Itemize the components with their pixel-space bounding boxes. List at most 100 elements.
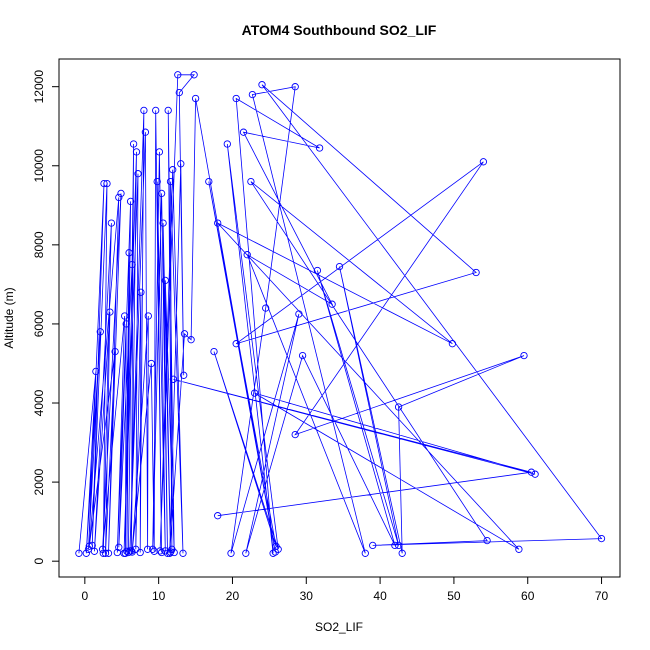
data-point <box>369 541 377 550</box>
data-point <box>75 549 83 557</box>
data-point <box>117 189 125 198</box>
y-tick-label: 10000 <box>32 149 46 183</box>
data-point <box>136 548 144 557</box>
data-point <box>291 83 299 91</box>
y-tick-label: 0 <box>32 558 46 565</box>
data-point <box>152 106 160 115</box>
y-tick-label: 12000 <box>32 70 46 104</box>
data-point <box>248 90 257 99</box>
plot-area <box>75 71 606 557</box>
data-point <box>291 430 299 439</box>
y-tick-label: 4000 <box>32 389 46 416</box>
data-point <box>483 536 491 545</box>
data-point <box>96 328 104 336</box>
x-axis-label: SO2_LIF <box>315 620 363 634</box>
data-point <box>150 547 158 555</box>
data-point <box>126 197 135 206</box>
data-point <box>295 310 303 318</box>
x-tick-label: 0 <box>81 589 88 603</box>
data-point <box>90 547 99 555</box>
data-point <box>361 549 369 557</box>
data-point <box>82 549 90 557</box>
data-point <box>132 148 141 156</box>
data-point <box>149 545 157 553</box>
data-point <box>187 336 195 344</box>
data-point <box>269 549 277 557</box>
data-point <box>242 549 250 557</box>
plot-frame <box>58 58 621 578</box>
data-point <box>137 288 145 296</box>
data-point <box>164 106 172 115</box>
data-point <box>479 158 488 166</box>
data-point <box>125 249 133 257</box>
data-point <box>180 330 189 338</box>
y-tick-label: 2000 <box>32 468 46 495</box>
data-point <box>328 300 336 308</box>
data-point <box>597 534 606 543</box>
data-point <box>239 128 248 136</box>
data-point <box>161 547 169 555</box>
data-point <box>166 177 175 186</box>
y-axis-label: Altitude (m) <box>2 287 16 348</box>
data-point <box>100 179 108 188</box>
x-tick-label: 50 <box>447 589 461 603</box>
data-point <box>169 166 177 174</box>
x-tick-label: 40 <box>373 589 387 603</box>
data-point <box>99 549 107 557</box>
data-point <box>104 549 113 557</box>
data-point <box>472 268 480 277</box>
data-point <box>103 179 111 188</box>
data-point <box>191 94 200 103</box>
x-tick-label: 60 <box>521 589 535 603</box>
data-point <box>147 359 155 368</box>
data-point <box>527 468 536 476</box>
data-point <box>128 548 136 556</box>
x-tick-label: 20 <box>226 589 240 603</box>
data-point <box>98 545 107 553</box>
data-point <box>262 304 270 312</box>
data-point <box>111 347 119 356</box>
data-point <box>531 470 539 478</box>
data-point <box>159 219 167 227</box>
x-axis: 0 10 20 30 40 50 60 70 <box>81 577 609 603</box>
data-point <box>122 320 130 328</box>
y-tick-label: 8000 <box>32 231 46 258</box>
data-point <box>398 549 406 557</box>
y-tick-label: 6000 <box>32 310 46 337</box>
data-point <box>210 347 218 356</box>
data-point <box>298 351 307 360</box>
data-point <box>391 541 399 550</box>
data-point <box>520 351 528 360</box>
data-point <box>258 81 266 89</box>
data-point <box>143 545 152 553</box>
data-point <box>175 88 183 97</box>
data-point <box>214 219 222 227</box>
data-point <box>85 542 93 550</box>
data-point <box>115 193 123 202</box>
data-point <box>161 276 169 285</box>
data-point <box>448 340 457 348</box>
data-point <box>515 545 523 553</box>
data-point <box>129 140 138 148</box>
data-point <box>169 375 178 383</box>
data-point <box>153 177 161 186</box>
data-point <box>144 312 152 320</box>
data-point <box>190 71 198 79</box>
data-point <box>335 262 344 271</box>
data-point <box>107 219 116 227</box>
data-point <box>179 549 187 557</box>
data-point <box>141 128 150 136</box>
data-point <box>177 160 185 168</box>
series-line <box>78 74 603 554</box>
data-point <box>250 389 259 397</box>
data-point <box>180 371 188 379</box>
data-point <box>232 340 240 348</box>
data-point <box>92 367 100 376</box>
data-point <box>223 140 231 148</box>
data-point <box>174 71 182 79</box>
x-tick-label: 10 <box>152 589 166 603</box>
data-point <box>205 177 213 186</box>
data-point <box>157 189 166 198</box>
data-point <box>394 541 403 550</box>
